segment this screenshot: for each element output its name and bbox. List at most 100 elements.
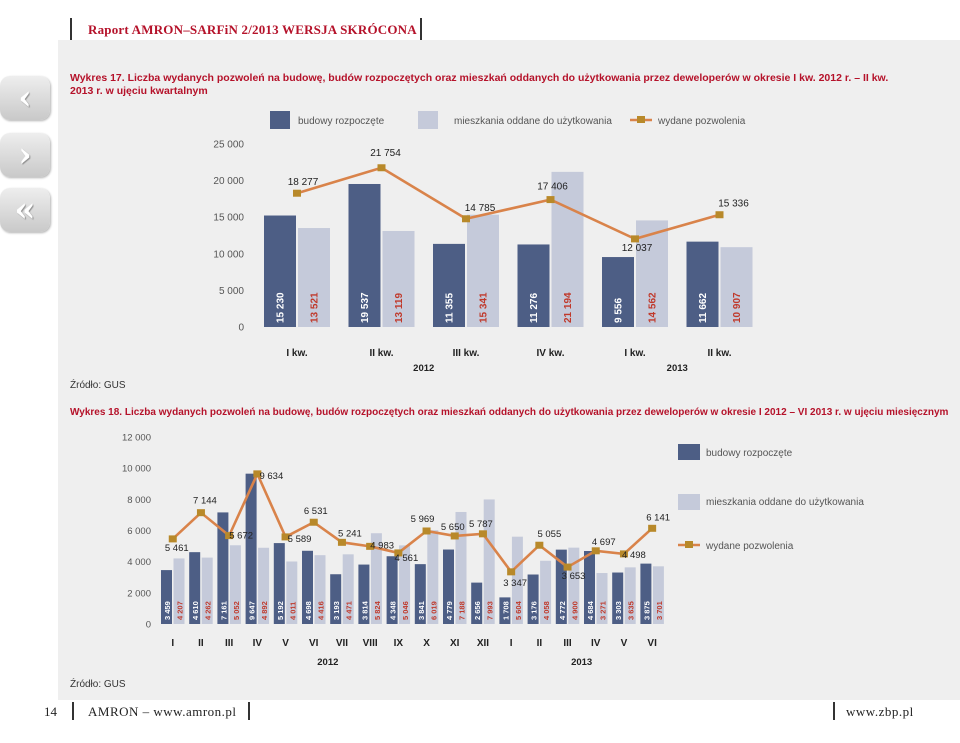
bar-value-label: 4 262 bbox=[204, 601, 213, 620]
permits-value-label: 18 277 bbox=[288, 177, 319, 188]
permits-value-label: 5 461 bbox=[165, 543, 189, 554]
permits-value-label: 7 144 bbox=[193, 496, 217, 507]
permits-value-label: 6 141 bbox=[646, 512, 670, 523]
bar-value-label: 3 271 bbox=[599, 601, 608, 620]
x-category-label: I bbox=[171, 638, 174, 649]
x-category-label: VIII bbox=[363, 638, 378, 649]
permits-marker bbox=[563, 563, 572, 571]
bar-value-label: 4 207 bbox=[176, 601, 185, 620]
bar-completed bbox=[511, 536, 523, 624]
chart1-y-axis: 0 5 000 10 000 15 000 20 000 25 000 bbox=[213, 140, 244, 334]
legend-label-starts: budowy rozpoczęte bbox=[298, 116, 385, 127]
y-tick-label: 10 000 bbox=[122, 464, 151, 475]
y-tick-label: 8 000 bbox=[127, 495, 151, 506]
permits-marker bbox=[337, 538, 346, 546]
bar-completed bbox=[455, 511, 467, 624]
bar-starts bbox=[245, 473, 257, 624]
page-title: Raport AMRON–SARFiN 2/2013 WERSJA SKRÓCO… bbox=[88, 22, 417, 37]
bar-completed bbox=[399, 545, 411, 624]
x-category-label: II kw. bbox=[707, 348, 731, 359]
x-category-label: IX bbox=[394, 638, 404, 649]
bar-value-label: 5 604 bbox=[514, 600, 523, 620]
permits-value-label: 5 650 bbox=[441, 522, 465, 533]
x-category-label: III bbox=[225, 638, 234, 649]
bar-completed bbox=[652, 566, 664, 624]
bar-starts bbox=[189, 552, 201, 624]
bar-value-label: 13 119 bbox=[394, 293, 405, 323]
chart1-title: Wykres 17. Liczba wydanych pozwoleń na b… bbox=[70, 72, 889, 97]
x-category-label: V bbox=[621, 638, 628, 649]
permits-marker bbox=[225, 532, 234, 540]
bar-value-label: 15 341 bbox=[479, 292, 490, 323]
bar-value-label: 13 521 bbox=[310, 292, 321, 323]
bar-value-label: 4 471 bbox=[345, 601, 354, 620]
permits-marker bbox=[366, 542, 375, 550]
bar-value-label: 9 556 bbox=[614, 298, 625, 323]
chevron-right-icon: › bbox=[18, 135, 32, 175]
permits-value-label: 5 241 bbox=[338, 528, 362, 539]
bar-completed bbox=[720, 247, 753, 327]
bar-value-label: 11 355 bbox=[445, 293, 456, 323]
nav-prev-button[interactable]: ‹ bbox=[0, 76, 50, 120]
bar-completed bbox=[427, 530, 439, 624]
y-tick-label: 0 bbox=[146, 620, 151, 631]
bar-starts bbox=[302, 550, 313, 624]
bar-value-label: 1 708 bbox=[501, 601, 510, 620]
permits-marker bbox=[715, 211, 724, 219]
bar-value-label: 3 176 bbox=[530, 601, 539, 620]
bar-starts bbox=[686, 241, 719, 327]
x-category-label: I kw. bbox=[624, 348, 646, 359]
bar-starts bbox=[443, 549, 454, 624]
bar-completed bbox=[314, 555, 326, 624]
bar-starts bbox=[161, 570, 172, 624]
bar-value-label: 3 701 bbox=[655, 601, 664, 620]
bar-completed bbox=[551, 171, 584, 327]
permits-value-label: 17 406 bbox=[537, 182, 568, 193]
permits-value-label: 4 498 bbox=[622, 550, 646, 561]
bar-starts bbox=[527, 574, 539, 624]
legend-swatch-completed bbox=[418, 111, 438, 129]
bar-starts bbox=[612, 572, 624, 624]
header-right-rule bbox=[420, 18, 422, 40]
bar-completed bbox=[229, 545, 241, 624]
y-tick-label: 2 000 bbox=[127, 588, 151, 599]
bar-value-label: 4 416 bbox=[317, 601, 326, 620]
x-year-label: 2013 bbox=[571, 657, 592, 668]
legend-marker-permits bbox=[637, 116, 645, 123]
permits-value-label: 5 055 bbox=[537, 529, 561, 540]
permits-value-label: 4 561 bbox=[394, 553, 418, 564]
x-category-label: IV kw. bbox=[537, 348, 565, 359]
bar-value-label: 4 011 bbox=[288, 602, 297, 620]
bar-value-label: 14 562 bbox=[648, 292, 659, 323]
permits-value-label: 9 634 bbox=[259, 471, 283, 482]
x-category-label: III kw. bbox=[453, 348, 480, 359]
chevron-left-icon: ‹ bbox=[18, 78, 32, 118]
nav-next-button[interactable]: › bbox=[0, 133, 50, 177]
bar-starts bbox=[264, 215, 296, 327]
bar-value-label: 5 192 bbox=[276, 601, 285, 620]
bar-starts bbox=[414, 564, 426, 624]
nav-first-button[interactable]: « bbox=[0, 188, 50, 232]
permits-line bbox=[171, 470, 654, 574]
permits-value-label: 12 037 bbox=[622, 243, 653, 254]
footer-rule-3 bbox=[833, 702, 835, 720]
permits-marker bbox=[450, 532, 459, 540]
permits-value-label: 15 336 bbox=[718, 199, 749, 210]
x-category-label: VI bbox=[309, 638, 319, 649]
legend-label-completed: mieszkania oddane do użytkowania bbox=[454, 116, 612, 127]
footer-left-link[interactable]: AMRON – www.amron.pl bbox=[88, 704, 237, 719]
permits-marker bbox=[507, 568, 516, 576]
permits-value-label: 5 787 bbox=[469, 519, 493, 530]
permits-marker bbox=[546, 196, 555, 204]
chart2-title: Wykres 18. Liczba wydanych pozwoleń na b… bbox=[70, 407, 949, 418]
bar-value-label: 2 656 bbox=[473, 601, 482, 620]
bar-value-label: 11 276 bbox=[529, 293, 540, 323]
y-tick-label: 5 000 bbox=[219, 286, 244, 297]
x-category-label: III bbox=[563, 638, 572, 649]
bar-value-label: 7 993 bbox=[486, 601, 495, 620]
bar-value-label: 3 459 bbox=[163, 601, 172, 620]
chart1-legend: budowy rozpoczęte mieszkania oddane do u… bbox=[270, 111, 746, 129]
footer-right-link[interactable]: www.zbp.pl bbox=[846, 704, 914, 719]
x-category-label: VII bbox=[336, 638, 348, 649]
